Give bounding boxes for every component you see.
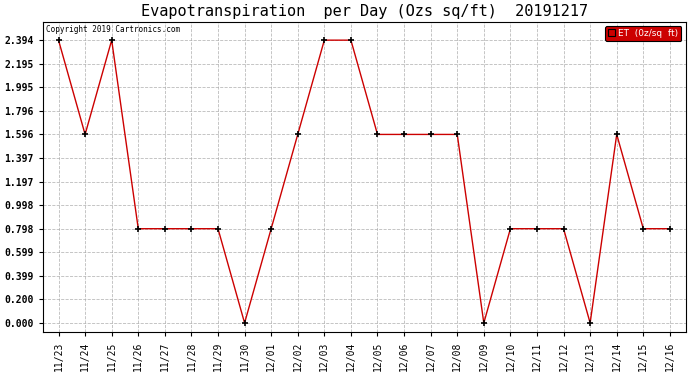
Text: Copyright 2019 Cartronics.com: Copyright 2019 Cartronics.com (46, 25, 180, 34)
Title: Evapotranspiration  per Day (Ozs sq/ft)  20191217: Evapotranspiration per Day (Ozs sq/ft) 2… (141, 4, 588, 19)
Legend: ET  (0z/sq  ft): ET (0z/sq ft) (605, 26, 681, 40)
